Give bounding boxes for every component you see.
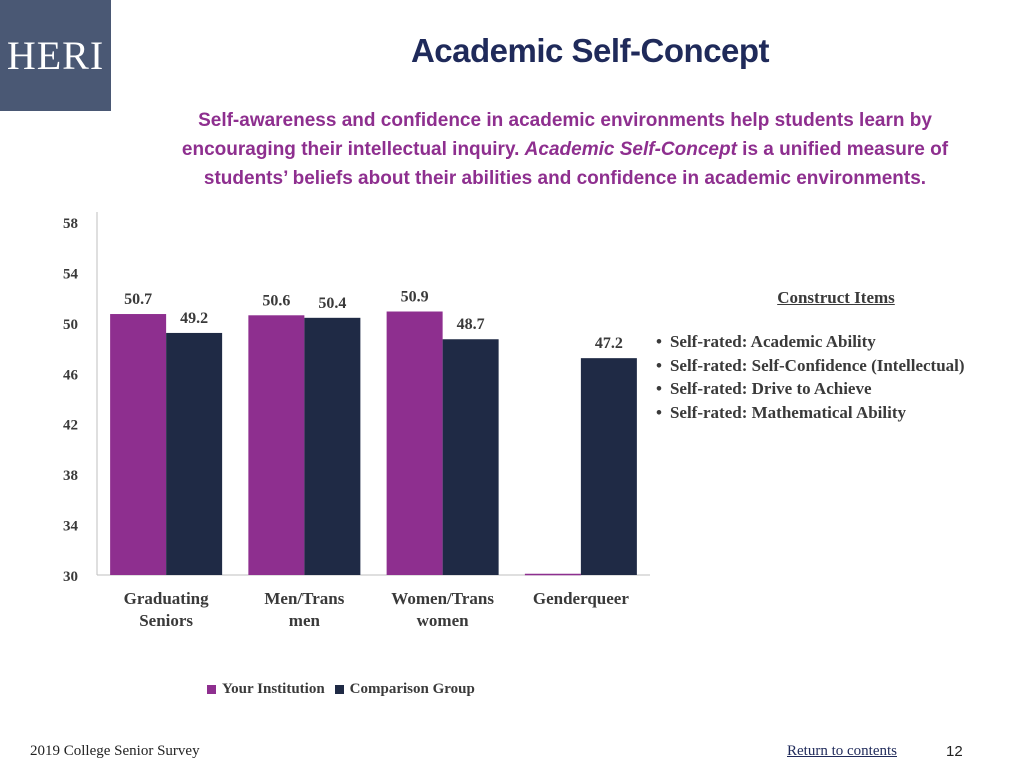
y-tick-label: 50 [63,317,78,333]
heri-logo: HERI [0,0,111,111]
construct-heading: Construct Items [777,288,895,307]
bar [442,339,499,575]
page-number: 12 [946,743,963,760]
page-subtitle: Self-awareness and confidence in academi… [140,106,990,193]
data-label: 50.6 [262,292,290,309]
construct-item: Self-rated: Drive to Achieve [656,379,1016,403]
x-tick-label: Seniors [139,611,193,630]
subtitle-line-3: students’ beliefs about their abilities … [203,168,927,189]
footer-survey-name: 2019 College Senior Survey [30,743,200,759]
subtitle-text: encouraging their intellectual inquiry. [181,139,525,160]
y-tick-label: 38 [63,468,78,484]
subtitle-text: is a unified measure of [736,139,949,160]
data-label: 49.2 [180,310,208,327]
data-label: 48.7 [457,316,485,333]
legend-swatch [207,685,216,694]
bar [166,332,223,575]
subtitle-line-1: Self-awareness and confidence in academi… [198,110,932,131]
y-tick-label: 58 [63,216,78,232]
x-tick-label: Genderqueer [533,589,629,608]
y-tick-label: 54 [63,266,79,282]
x-tick-label: Women/Trans [391,589,494,608]
construct-item: Self-rated: Mathematical Ability [656,403,1016,427]
return-to-contents-link[interactable]: Return to contents [787,743,897,759]
data-label: 47.2 [595,335,623,352]
chart-legend: Your Institution Comparison Group [207,681,485,698]
legend-label: Your Institution [222,681,325,697]
legend-swatch [334,685,344,694]
construct-list: Self-rated: Academic Ability Self-rated:… [656,332,1016,426]
subtitle-line-2: encouraging their intellectual inquiry. … [140,135,990,164]
legend-label: Comparison Group [349,681,475,697]
bar [110,314,167,575]
y-tick-label: 42 [63,418,78,434]
legend-item-comparison-group: Comparison Group [334,681,475,698]
construct-item: Self-rated: Self-Confidence (Intellectua… [656,356,1016,380]
bar [386,311,443,575]
bar [304,317,361,575]
bar [580,358,637,575]
subtitle-emphasis: Academic Self-Concept [524,139,737,160]
data-label: 50.9 [401,289,429,306]
page-title: Academic Self-Concept [410,32,770,69]
construct-items-panel: Construct Items Self-rated: Academic Abi… [656,288,1016,426]
data-label: 50.7 [124,291,152,308]
y-tick-label: 34 [63,519,79,535]
y-tick-label: 46 [63,367,79,383]
x-tick-label: men [289,611,321,630]
construct-item: Self-rated: Academic Ability [656,332,1016,356]
x-tick-label: women [417,611,469,630]
legend-item-your-institution: Your Institution [207,681,325,698]
x-tick-label: Graduating [124,589,210,608]
bar [248,315,305,575]
y-tick-label: 30 [63,569,78,585]
data-label: 50.4 [318,295,346,312]
x-tick-label: Men/Trans [264,589,344,608]
